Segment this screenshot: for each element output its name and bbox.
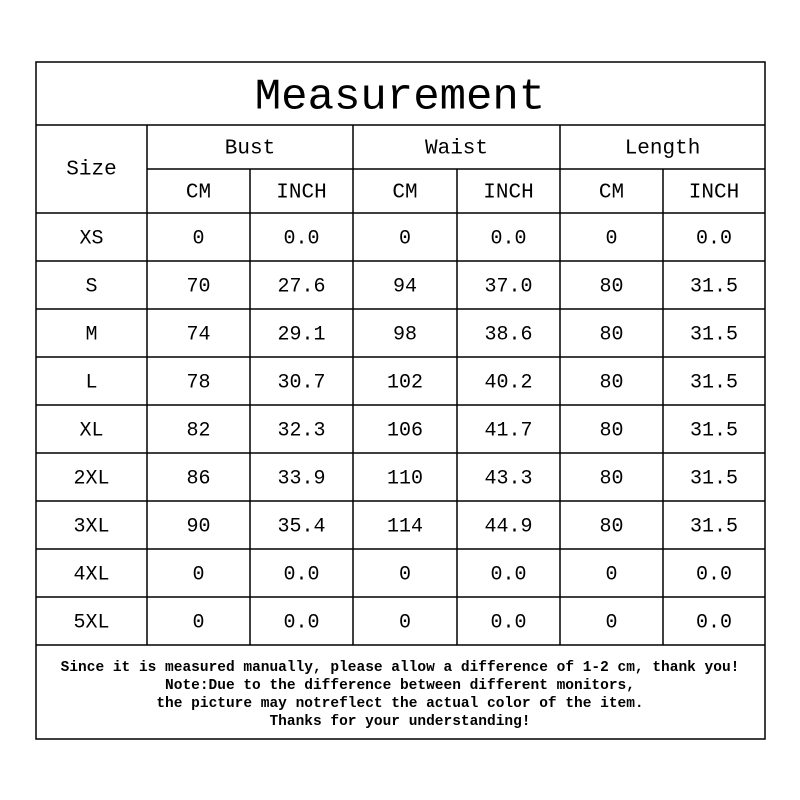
table-cell: 80 xyxy=(599,419,623,442)
table-cell: 106 xyxy=(387,419,423,442)
table-cell: 98 xyxy=(393,323,417,346)
table-cell: 86 xyxy=(186,467,210,490)
table-cell: 31.5 xyxy=(690,371,738,394)
table-cell: 0.0 xyxy=(696,227,732,250)
table-cell: 31.5 xyxy=(690,419,738,442)
table-cell: 80 xyxy=(599,515,623,538)
table-cell: 44.9 xyxy=(484,515,532,538)
table-cell: 0.0 xyxy=(696,563,732,586)
header-cell: Length xyxy=(625,138,701,161)
table-cell: 0 xyxy=(192,563,204,586)
table-cell: 0.0 xyxy=(283,227,319,250)
header-cell: INCH xyxy=(276,182,326,205)
table-cell: 110 xyxy=(387,467,423,490)
table-cell: 0 xyxy=(605,611,617,634)
table-cell: 5XL xyxy=(73,611,109,634)
table-cell: 0 xyxy=(605,227,617,250)
table-cell: 2XL xyxy=(73,467,109,490)
table-cell: 31.5 xyxy=(690,275,738,298)
header-cell: Size xyxy=(66,159,116,182)
title: Measurement xyxy=(255,73,545,123)
table-border xyxy=(35,61,766,740)
table-cell: 80 xyxy=(599,323,623,346)
table-cell: 70 xyxy=(186,275,210,298)
table-cell: 27.6 xyxy=(277,275,325,298)
table-cell: 0.0 xyxy=(283,563,319,586)
table-cell: XS xyxy=(79,227,103,250)
header-cell: Waist xyxy=(425,138,488,161)
table-cell: S xyxy=(85,275,97,298)
table-cell: 4XL xyxy=(73,563,109,586)
footer-line: Since it is measured manually, please al… xyxy=(61,660,740,676)
table-cell: 38.6 xyxy=(484,323,532,346)
table-cell: 90 xyxy=(186,515,210,538)
table-cell: 40.2 xyxy=(484,371,532,394)
table-cell: 0.0 xyxy=(696,611,732,634)
table-cell: 78 xyxy=(186,371,210,394)
table-cell: 3XL xyxy=(73,515,109,538)
header-cell: INCH xyxy=(483,182,533,205)
table-cell: 0 xyxy=(399,563,411,586)
table-cell: 29.1 xyxy=(277,323,325,346)
table-cell: 30.7 xyxy=(277,371,325,394)
table-cell: L xyxy=(85,371,97,394)
header-cell: Bust xyxy=(225,138,275,161)
table-cell: 37.0 xyxy=(484,275,532,298)
footer-line: the picture may notreflect the actual co… xyxy=(156,696,643,712)
table-cell: 80 xyxy=(599,371,623,394)
table-cell: 0 xyxy=(192,227,204,250)
table-cell: 0 xyxy=(399,227,411,250)
table-cell: 0 xyxy=(192,611,204,634)
table-cell: 32.3 xyxy=(277,419,325,442)
table-cell: 102 xyxy=(387,371,423,394)
table-cell: 41.7 xyxy=(484,419,532,442)
table-cell: 0.0 xyxy=(490,563,526,586)
table-cell: 80 xyxy=(599,467,623,490)
table-cell: 80 xyxy=(599,275,623,298)
header-cell: CM xyxy=(392,182,417,205)
footer-line: Thanks for your understanding! xyxy=(269,714,530,730)
table-cell: 0.0 xyxy=(490,611,526,634)
table-cell: 35.4 xyxy=(277,515,325,538)
table-cell: 0 xyxy=(399,611,411,634)
table-cell: 94 xyxy=(393,275,417,298)
table-cell: 43.3 xyxy=(484,467,532,490)
table-cell: XL xyxy=(79,419,103,442)
table-cell: 31.5 xyxy=(690,323,738,346)
header-cell: CM xyxy=(599,182,624,205)
table-cell: 82 xyxy=(186,419,210,442)
table-cell: 114 xyxy=(387,515,423,538)
footer-line: Note:Due to the difference between diffe… xyxy=(165,678,635,694)
table-cell: 74 xyxy=(186,323,210,346)
table-cell: 0 xyxy=(605,563,617,586)
header-cell: CM xyxy=(186,182,211,205)
header-cell: INCH xyxy=(689,182,739,205)
table-cell: 0.0 xyxy=(283,611,319,634)
table-cell: 31.5 xyxy=(690,515,738,538)
table-cell: M xyxy=(85,323,97,346)
table-cell: 31.5 xyxy=(690,467,738,490)
table-cell: 33.9 xyxy=(277,467,325,490)
table-cell: 0.0 xyxy=(490,227,526,250)
